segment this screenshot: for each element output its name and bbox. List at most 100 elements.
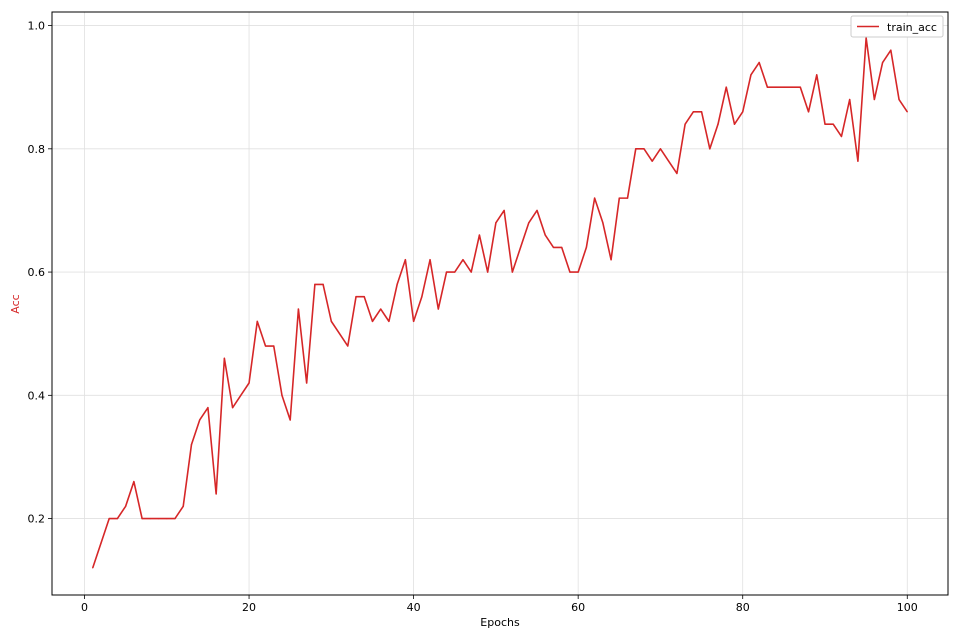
data-point <box>190 444 193 446</box>
x-axis-label: Epochs <box>480 616 520 629</box>
data-point <box>849 98 851 101</box>
data-point <box>157 517 160 520</box>
data-point <box>799 86 801 88</box>
data-point <box>289 419 291 421</box>
legend-box <box>850 15 944 38</box>
data-point <box>421 296 423 298</box>
data-point <box>355 296 357 298</box>
data-point <box>388 320 390 322</box>
data-point <box>544 234 546 236</box>
data-point <box>223 357 225 359</box>
y-axis-label: Acc <box>9 294 22 313</box>
data-point <box>610 259 612 261</box>
series-line <box>91 37 908 569</box>
data-point <box>454 271 456 273</box>
data-point <box>618 197 620 199</box>
data-point <box>100 542 102 544</box>
data-point <box>240 394 242 396</box>
data-point <box>199 419 201 421</box>
data-point <box>511 271 513 273</box>
data-point <box>725 86 727 88</box>
ticks: 0 20 40 60 80 100 0.2 0.4 0.6 0.8 1.0 <box>28 20 918 614</box>
data-point <box>314 283 316 285</box>
x-tick-label: 0 <box>81 601 88 614</box>
data-point <box>256 320 258 322</box>
data-point <box>207 407 209 409</box>
plot-frame <box>51 11 949 596</box>
data-point <box>363 296 365 298</box>
data-point <box>742 111 744 113</box>
data-point <box>857 160 859 162</box>
data-point <box>519 246 522 249</box>
data-point <box>906 111 908 113</box>
data-point <box>429 259 431 261</box>
data-point <box>709 148 711 150</box>
data-point <box>437 308 439 310</box>
data-point <box>552 246 555 249</box>
data-point <box>594 197 596 199</box>
data-point <box>807 111 810 113</box>
data-point <box>676 172 678 175</box>
data-point <box>602 222 604 224</box>
y-tick-label: 0.2 <box>28 513 46 526</box>
data-point <box>840 135 843 138</box>
data-point <box>273 345 275 347</box>
data-point <box>668 160 670 162</box>
data-point <box>116 517 119 520</box>
data-point <box>832 123 834 125</box>
data-point <box>347 345 349 347</box>
y-tick-label: 1.0 <box>28 20 46 33</box>
data-point <box>92 567 94 569</box>
data-point <box>166 517 168 520</box>
data-point <box>626 197 629 199</box>
data-point <box>215 493 217 495</box>
data-point <box>898 98 900 101</box>
data-point <box>824 123 826 125</box>
data-point <box>470 271 472 273</box>
data-point <box>684 123 686 125</box>
data-point <box>396 283 398 285</box>
data-point <box>791 86 793 88</box>
data-point <box>338 333 341 335</box>
grid <box>52 12 948 595</box>
data-point <box>495 222 497 224</box>
data-point <box>380 308 382 310</box>
data-point <box>865 37 867 39</box>
data-point <box>330 320 332 322</box>
data-point <box>561 246 563 249</box>
data-point <box>569 271 571 273</box>
y-tick-label: 0.4 <box>28 389 46 402</box>
data-point <box>635 148 637 150</box>
data-point <box>528 222 530 224</box>
data-point <box>692 111 694 113</box>
data-point <box>174 517 176 520</box>
data-point <box>149 517 151 520</box>
x-tick-label: 40 <box>407 601 421 614</box>
data-point <box>659 148 662 150</box>
data-point <box>133 481 135 483</box>
data-point <box>371 320 374 322</box>
data-point <box>248 382 250 384</box>
data-point <box>478 234 481 236</box>
data-point <box>264 345 267 347</box>
x-tick-label: 60 <box>571 601 585 614</box>
data-point <box>141 517 143 520</box>
data-point <box>577 271 579 273</box>
series-layer <box>91 37 908 569</box>
x-tick-label: 100 <box>897 601 918 614</box>
data-point <box>125 505 127 507</box>
data-point <box>231 407 234 409</box>
data-point <box>750 74 752 76</box>
legend-label: train_acc <box>887 21 937 34</box>
data-point <box>108 517 110 520</box>
data-point <box>643 148 645 150</box>
x-tick-label: 20 <box>242 601 256 614</box>
data-point <box>487 271 489 273</box>
data-point <box>503 209 505 212</box>
data-point <box>890 49 892 51</box>
data-point <box>783 86 785 88</box>
legend: train_acc <box>850 15 944 38</box>
data-point <box>182 505 184 507</box>
data-point <box>585 246 587 249</box>
